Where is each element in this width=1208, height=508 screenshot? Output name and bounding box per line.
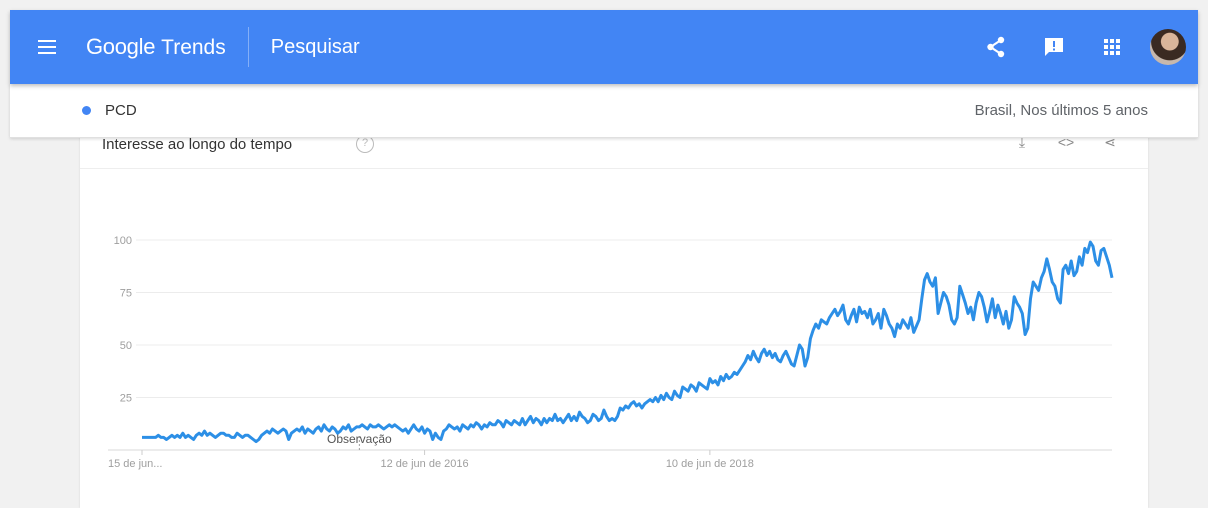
region-period-label[interactable]: Brasil, Nos últimos 5 anos [974,102,1148,119]
x-tick-label: 12 de jun de 2016 [381,458,469,470]
download-icon[interactable]: ⤓ [1018,134,1026,150]
annotation-label: Observação [327,432,392,446]
feedback-icon[interactable] [1034,27,1074,67]
gridlines [108,239,1112,451]
card-title: Interesse ao longo do tempo [102,136,293,153]
header-divider [247,27,249,67]
series-line-pcd [142,240,1114,444]
x-axis-ticks: 15 de jun... 12 de jun de 2016 10 de jun d… [108,450,754,470]
header-actions [958,27,1198,67]
y-tick-label: 75 [120,288,132,300]
card-divider [80,168,1148,169]
menu-icon[interactable] [38,40,56,54]
y-axis-ticks: 25 50 75 100 [114,235,132,405]
y-tick-label: 50 [120,340,132,352]
search-term-label[interactable]: PCD [105,102,137,119]
brand-trends: Trends [161,36,226,59]
embed-icon[interactable]: <> [1057,134,1075,150]
top-app-bar: Google Trends Pesquisar [10,10,1198,84]
apps-icon[interactable] [1092,27,1132,67]
y-tick-label: 25 [120,393,132,405]
share-card-icon[interactable]: ⋖ [1104,134,1116,150]
term-color-dot [82,106,91,115]
avatar[interactable] [1150,29,1186,65]
google-trends-logo[interactable]: Google Trends [86,34,226,60]
x-tick-label: 15 de jun... [108,458,162,470]
brand-google: Google [86,34,156,59]
card-actions: ⤓ <> ⋖ [988,134,1120,154]
y-tick-label: 100 [114,235,132,247]
interest-over-time-card: Interesse ao longo do tempo ? ⤓ <> ⋖ [80,126,1148,508]
share-icon[interactable] [976,27,1016,67]
annotation: Observação [327,432,392,450]
search-link[interactable]: Pesquisar [270,35,360,58]
x-tick-label: 10 de jun de 2018 [666,458,754,470]
comparison-bar: PCD Brasil, Nos últimos 5 anos [10,84,1198,138]
